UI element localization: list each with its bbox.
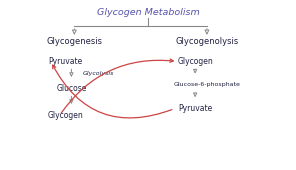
Text: Glycogen Metabolism: Glycogen Metabolism [96,8,200,17]
Text: Glycolysis: Glycolysis [82,71,114,76]
Text: Pyruvate: Pyruvate [178,104,212,113]
Text: Glucose: Glucose [56,84,87,93]
Text: Glycogenolysis: Glycogenolysis [175,37,239,46]
Text: Glycogen: Glycogen [177,57,213,66]
Text: Glucose-6-phosphate: Glucose-6-phosphate [173,82,240,88]
Text: Glycogen: Glycogen [48,111,83,120]
Text: Glycogenesis: Glycogenesis [46,37,102,46]
Text: Pyruvate: Pyruvate [48,57,83,66]
